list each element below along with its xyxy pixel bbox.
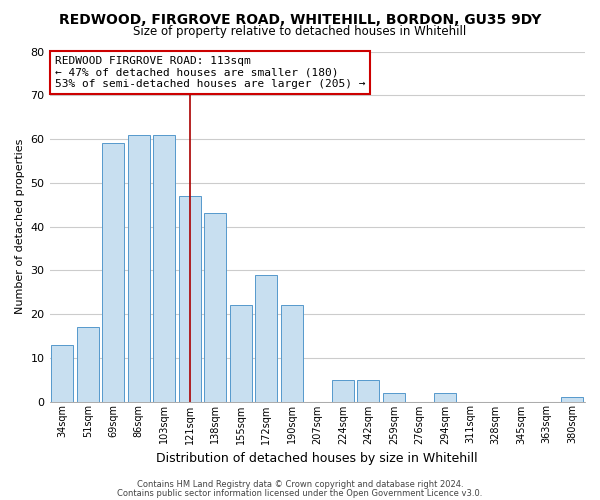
Bar bbox=[256, 274, 277, 402]
Bar bbox=[230, 306, 251, 402]
Bar bbox=[434, 393, 455, 402]
Bar bbox=[332, 380, 353, 402]
Text: Contains HM Land Registry data © Crown copyright and database right 2024.: Contains HM Land Registry data © Crown c… bbox=[137, 480, 463, 489]
Bar bbox=[103, 144, 124, 402]
Text: REDWOOD, FIRGROVE ROAD, WHITEHILL, BORDON, GU35 9DY: REDWOOD, FIRGROVE ROAD, WHITEHILL, BORDO… bbox=[59, 12, 541, 26]
Bar bbox=[179, 196, 200, 402]
Bar bbox=[154, 134, 175, 402]
X-axis label: Distribution of detached houses by size in Whitehill: Distribution of detached houses by size … bbox=[157, 452, 478, 465]
Bar bbox=[52, 344, 73, 402]
Bar bbox=[128, 134, 149, 402]
Text: REDWOOD FIRGROVE ROAD: 113sqm
← 47% of detached houses are smaller (180)
53% of : REDWOOD FIRGROVE ROAD: 113sqm ← 47% of d… bbox=[55, 56, 365, 89]
Text: Size of property relative to detached houses in Whitehill: Size of property relative to detached ho… bbox=[133, 25, 467, 38]
Y-axis label: Number of detached properties: Number of detached properties bbox=[15, 139, 25, 314]
Bar bbox=[358, 380, 379, 402]
Bar bbox=[383, 393, 404, 402]
Text: Contains public sector information licensed under the Open Government Licence v3: Contains public sector information licen… bbox=[118, 488, 482, 498]
Bar bbox=[562, 397, 583, 402]
Bar bbox=[77, 327, 98, 402]
Bar bbox=[281, 306, 302, 402]
Bar bbox=[205, 214, 226, 402]
